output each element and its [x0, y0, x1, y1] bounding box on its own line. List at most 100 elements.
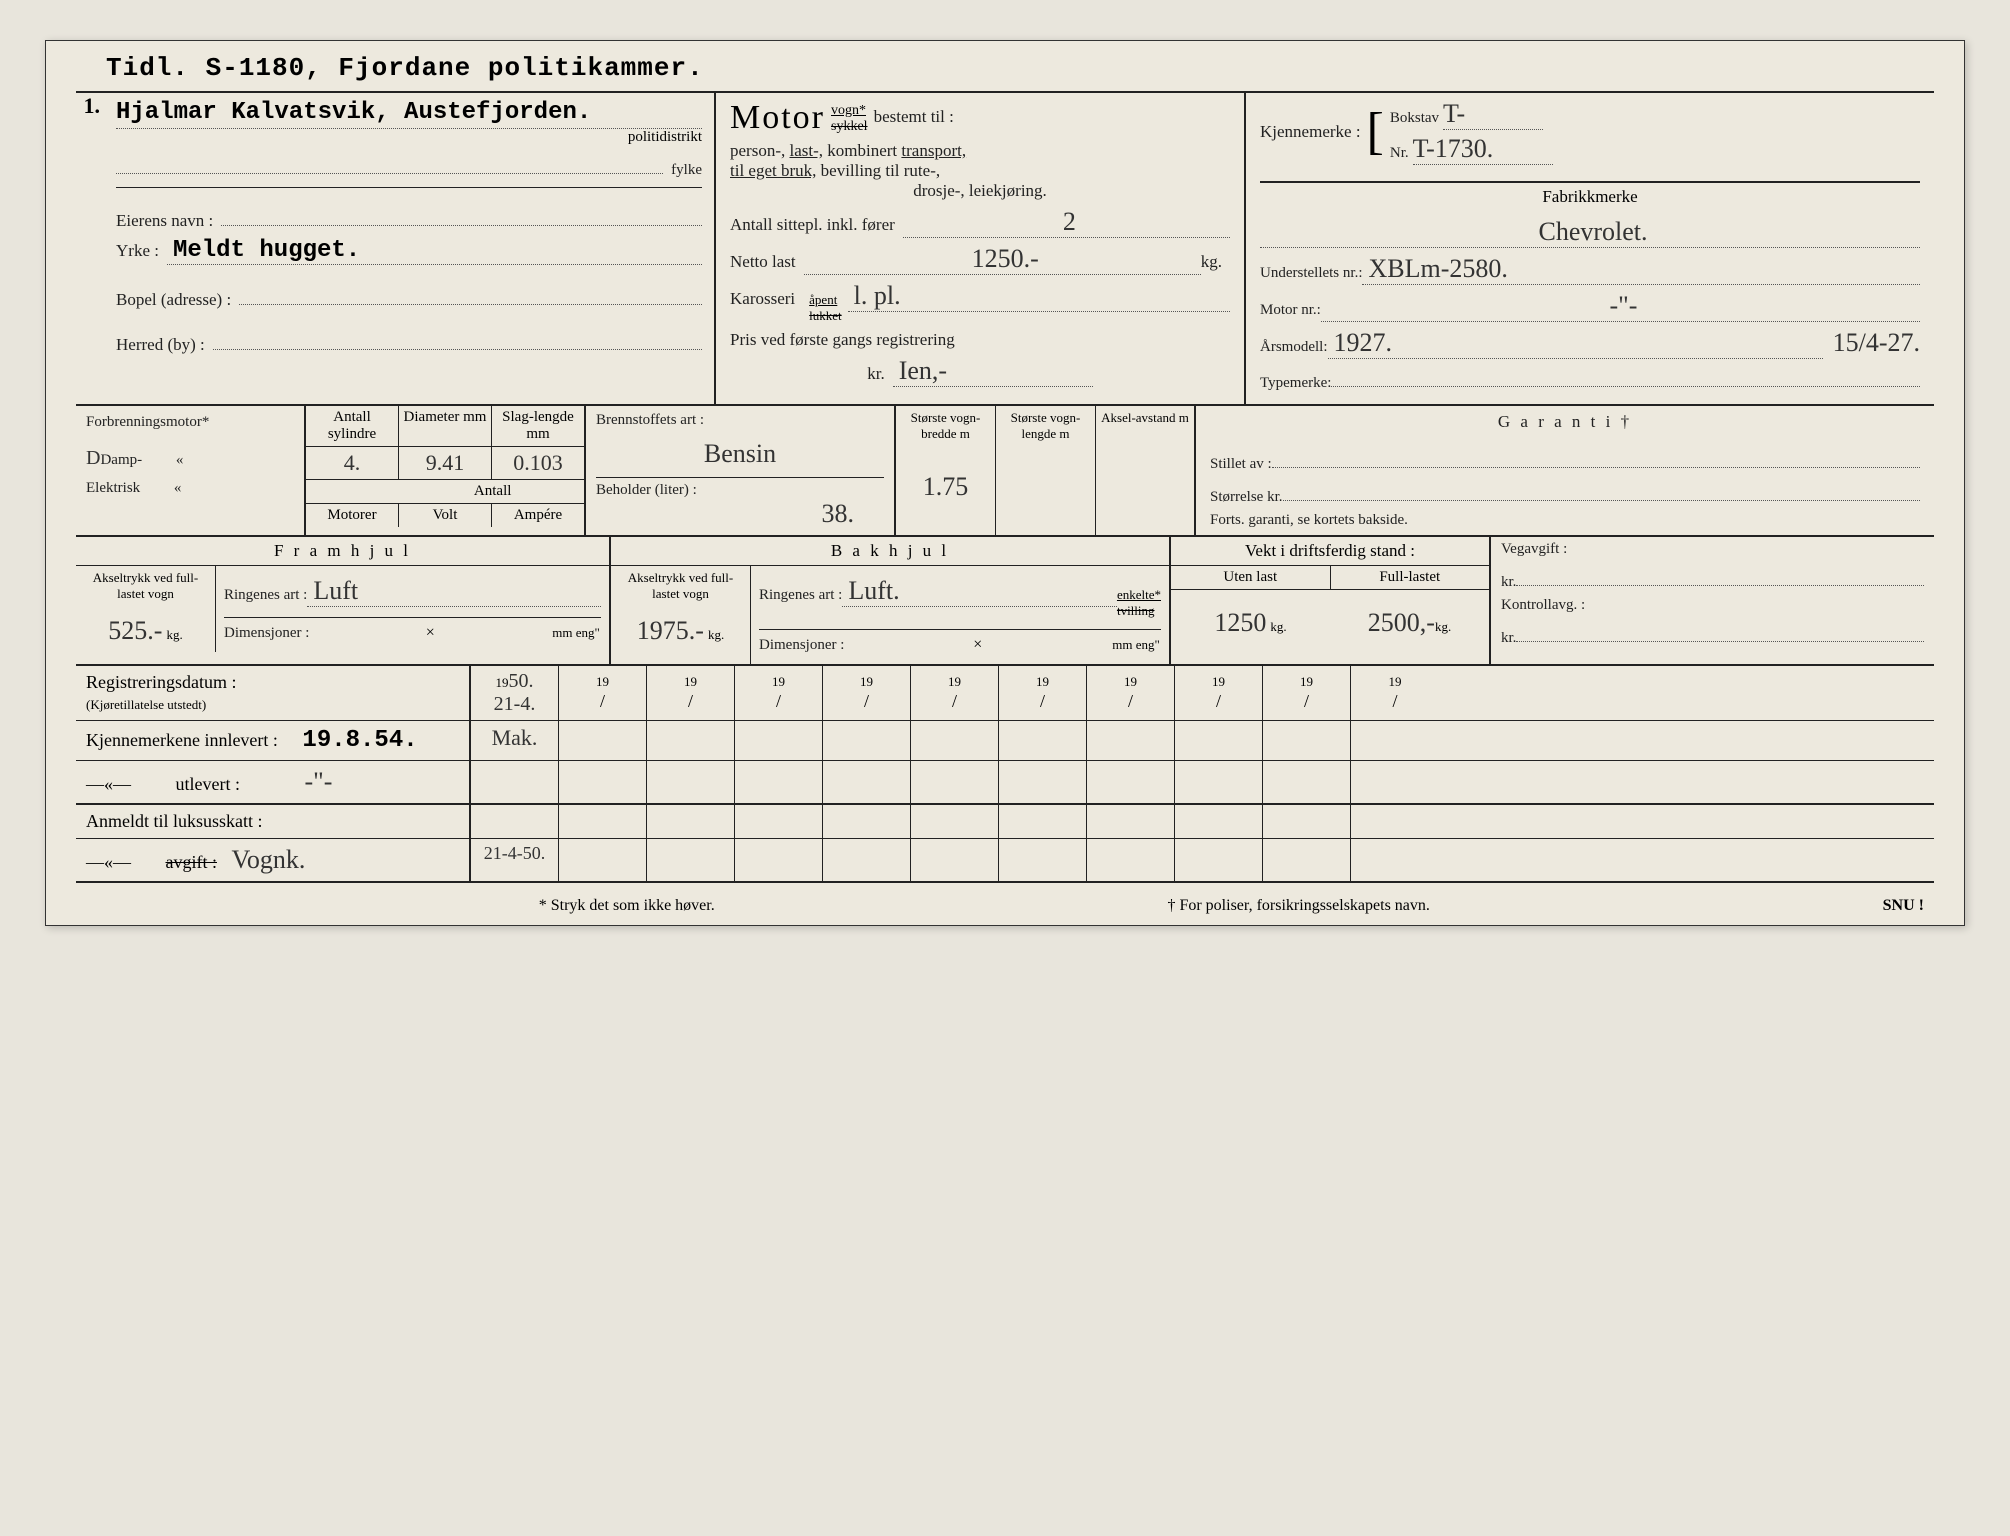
motor-column: Motor vogn* sykkel bestemt til : person-…: [716, 93, 1246, 404]
forbrenning-label: Forbrenningsmotor*: [86, 414, 294, 431]
motor-line1b: last-,: [789, 141, 823, 160]
reg-sub: (Kjøretillatelse utstedt): [86, 697, 206, 712]
vekt-label: Vekt i driftsferdig stand :: [1171, 537, 1489, 566]
motor-line3: drosje-, leiekjøring.: [730, 181, 1230, 201]
motor-line2a: til eget bruk,: [730, 161, 816, 180]
registration-card: Tidl. S-1180, Fjordane politikammer. 1. …: [45, 40, 1965, 926]
kaross-lukket: lukket: [809, 308, 842, 324]
innlevert-label: Kjennemerkene innlevert :: [86, 730, 278, 750]
yrke-value: Meldt hugget.: [167, 237, 702, 265]
lengde-label: Største vogn-lengde m: [1000, 410, 1091, 442]
rear-ring-value: Luft.: [842, 576, 1117, 607]
beholder-label: Beholder (liter) :: [596, 477, 884, 499]
motor-line1d: transport,: [901, 141, 966, 160]
footnote1: * Stryk det som ikke høver.: [539, 897, 715, 915]
pris-label: Pris ved første gangs registrering: [730, 330, 1230, 350]
volt-header: Volt: [399, 504, 492, 527]
kaross-value: l. pl.: [848, 281, 1230, 312]
kaross-label: Karosseri: [730, 289, 795, 309]
kjennemerke-column: Kjennemerke : [ Bokstav T- Nr. T-1730. F…: [1246, 93, 1934, 404]
sittepl-label: Antall sittepl. inkl. fører: [730, 215, 895, 235]
netto-value: 1250.-: [804, 244, 1201, 275]
storrelse-label: Størrelse kr.: [1210, 489, 1283, 506]
yp3: 19: [684, 674, 697, 689]
x2: ×: [844, 636, 1111, 654]
motor-nr-label: Motor nr.:: [1260, 302, 1321, 319]
kr1: kr.: [1501, 574, 1516, 591]
syl-header: Antall sylindre: [306, 406, 399, 446]
rear-aksel-label: Akseltrykk ved full-lastet vogn: [617, 570, 744, 602]
nr-label: Nr.: [1390, 145, 1409, 161]
anmeldt-label: Anmeldt til luksusskatt :: [76, 805, 471, 838]
avgift-value: Vognk.: [232, 845, 306, 874]
footnote2: † For poliser, forsikringsselskapets nav…: [1167, 897, 1429, 915]
x1: ×: [309, 624, 551, 642]
yp11: 19: [1389, 674, 1402, 689]
owner-column: Hjalmar Kalvatsvik, Austefjorden. politi…: [76, 93, 716, 404]
kr2: kr.: [1501, 630, 1516, 647]
qd1: —«—: [86, 774, 131, 794]
stillet-label: Stillet av :: [1210, 456, 1272, 473]
rear-aksel-value: 1975.-: [637, 616, 704, 645]
garanti-label: G a r a n t i †: [1210, 412, 1920, 432]
motor-line2b: bevilling til rute-,: [816, 161, 940, 180]
quote2: «: [174, 480, 182, 496]
utlevert-value: -"-: [304, 767, 332, 796]
kontrollavg-label: Kontrollavg. :: [1501, 597, 1924, 614]
motor-nr-value: -"-: [1321, 291, 1920, 322]
rear-dim-label: Dimensjoner :: [759, 637, 844, 654]
mmeng2: mm eng": [1111, 637, 1161, 653]
arsmodell-extra: 15/4-27.: [1833, 328, 1920, 358]
yp5: 19: [860, 674, 873, 689]
year1: 50.: [509, 670, 534, 692]
understell-value: XBLm-2580.: [1362, 254, 1920, 285]
kg1: kg.: [166, 627, 182, 642]
pris-unit: kr.: [867, 364, 884, 384]
front-ring-value: Luft: [307, 576, 601, 607]
full-lastet-header: Full-lastet: [1331, 566, 1490, 589]
netto-unit: kg.: [1201, 252, 1222, 272]
fylke-label: fylke: [671, 162, 702, 179]
owner-name: Hjalmar Kalvatsvik, Austefjorden.: [116, 99, 591, 126]
tvilling: tvilling: [1117, 603, 1161, 619]
registration-section: Registreringsdatum : (Kjøretillatelse ut…: [76, 666, 1934, 881]
snu-label: SNU !: [1883, 897, 1924, 915]
yp9: 19: [1212, 674, 1225, 689]
aksel-label: Aksel-avstand m: [1100, 410, 1190, 426]
understell-label: Understellets nr.:: [1260, 265, 1362, 282]
brennstoff-label: Brennstoffets art :: [596, 412, 884, 429]
typemerke-label: Typemerke:: [1260, 375, 1331, 392]
yp1: 19: [496, 675, 509, 690]
pris-value: Ien,-: [893, 356, 1093, 387]
politidistrikt-label: politidistrikt: [116, 129, 702, 146]
kg2: kg.: [708, 627, 724, 642]
bokstav-value: T-: [1443, 99, 1543, 130]
sykkel-label: sykkel: [831, 119, 868, 135]
damp-label: Damp-: [100, 452, 142, 468]
avgift-label: avgift :: [166, 852, 218, 872]
eier-label: Eierens navn :: [116, 211, 213, 231]
brennstoff-value: Bensin: [596, 439, 884, 469]
slag-value: 0.103: [492, 447, 584, 479]
row-number: 1.: [71, 93, 106, 119]
qd2: —«—: [86, 852, 131, 872]
wheels-section: F r a m h j u l Akseltrykk ved full-last…: [76, 537, 1934, 666]
arsmodell-label: Årsmodell:: [1260, 339, 1328, 356]
yp10: 19: [1300, 674, 1313, 689]
full-value: 2500,-: [1368, 608, 1435, 637]
uten-last-header: Uten last: [1171, 566, 1331, 589]
uten-value: 1250: [1214, 608, 1266, 637]
netto-label: Netto last: [730, 252, 796, 272]
yp8: 19: [1124, 674, 1137, 689]
enkelte: enkelte*: [1117, 587, 1161, 603]
quote1: «: [176, 452, 184, 468]
ampere-header: Ampére: [492, 504, 584, 527]
herred-label: Herred (by) :: [116, 335, 205, 355]
syl-value: 4.: [306, 447, 399, 479]
fabrikk-label: Fabrikkmerke: [1260, 183, 1920, 211]
kg4: kg.: [1435, 619, 1451, 634]
front-aksel-label: Akseltrykk ved full-lastet vogn: [82, 570, 209, 602]
slag-header: Slag-lengde mm: [492, 406, 584, 446]
bracket-icon: [: [1367, 119, 1384, 145]
motorer-header: Motorer: [306, 504, 399, 527]
